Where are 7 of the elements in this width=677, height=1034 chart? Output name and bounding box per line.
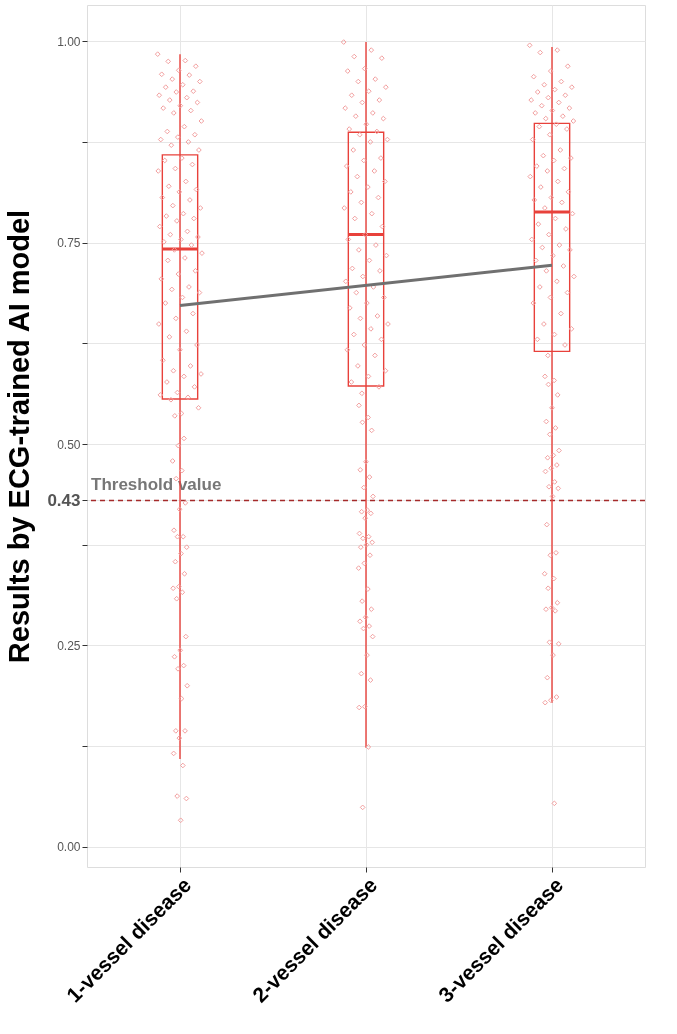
y-tick-label: 0.25	[57, 638, 81, 653]
y-tick-label: 1.00	[57, 34, 81, 49]
y-tick-label: 0.50	[57, 437, 81, 452]
y-tick-label: 0.43	[47, 490, 81, 510]
y-axis-title: Results by ECG-trained AI model	[3, 209, 36, 664]
y-tick-label: 0.00	[57, 840, 81, 855]
y-tick-label: 0.75	[57, 236, 81, 251]
